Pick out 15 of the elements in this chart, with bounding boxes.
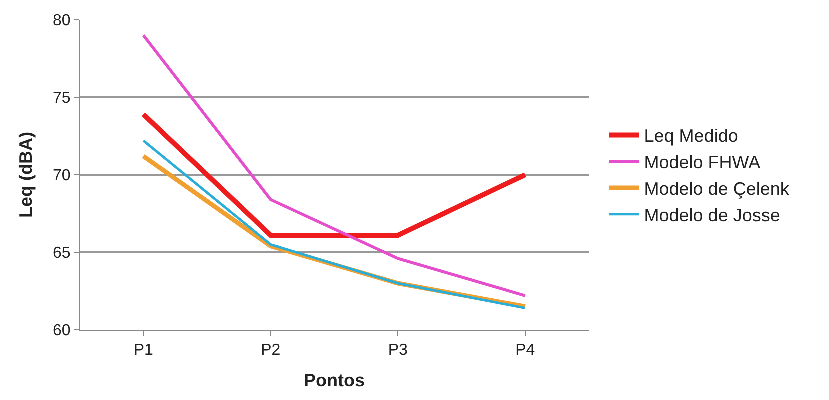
y-tick-label: 70 — [53, 168, 71, 185]
y-axis-title: Leq (dBA) — [16, 132, 36, 218]
legend-label: Modelo FHWA — [644, 152, 761, 173]
y-tick-label: 75 — [53, 90, 71, 108]
y-tick-label: 80 — [53, 12, 71, 30]
legend-label: Modelo de Josse — [644, 205, 780, 226]
x-tick-label: P3 — [388, 342, 408, 360]
x-tick-label: P4 — [516, 342, 536, 360]
legend-label: Modelo de Çelenk — [644, 179, 790, 200]
legend-label: Leq Medido — [644, 126, 738, 146]
x-tick-label: P2 — [261, 342, 281, 360]
x-axis-title: Pontos — [304, 370, 365, 390]
y-tick-label: 60 — [53, 322, 71, 340]
x-tick-label: P1 — [134, 342, 154, 360]
y-tick-label: 65 — [53, 245, 71, 262]
